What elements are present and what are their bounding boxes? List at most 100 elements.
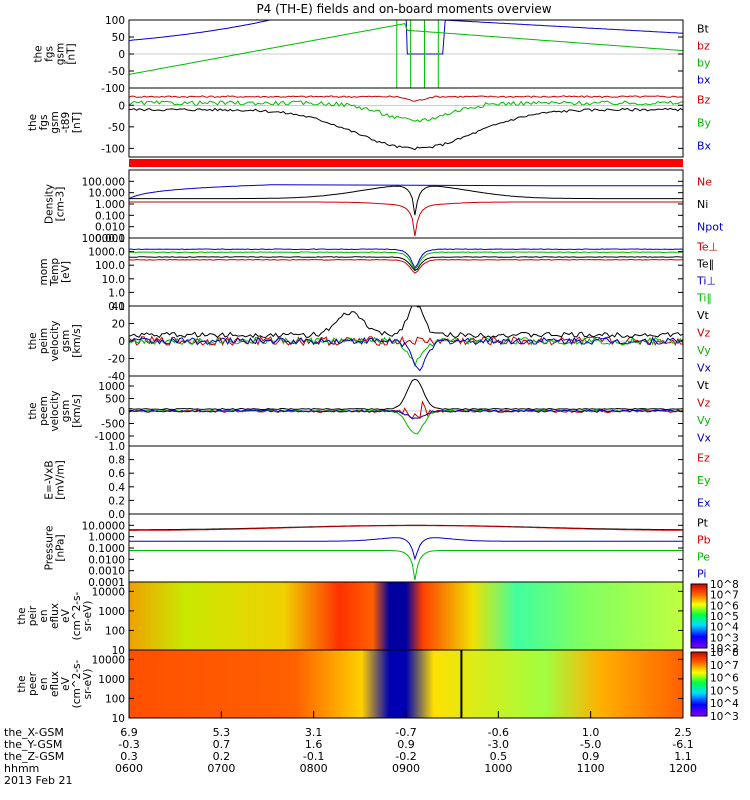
y-axis-label: eflux [49,603,61,629]
legend-By: By [697,117,712,130]
panel-8-data [129,524,683,581]
y-axis-label: sr-eV) [82,669,94,700]
y-tick-label: 10000.0 [82,233,125,245]
y-tick-label: -100 [101,143,125,155]
y-tick-label: 10.0 [102,274,125,286]
y-axis-label: the [16,607,28,624]
y-tick-label: 10.0000 [82,520,125,532]
y-tick-label: 0 [118,336,125,348]
series-npot [129,184,683,200]
y-tick-label: 1.0000 [88,532,125,544]
y-tick-label: 0.0010 [88,566,125,578]
y-axis-label: peem [38,396,50,426]
x-tick-value: 0600 [115,762,143,775]
series-ni [129,185,683,216]
date-label: 2013 Feb 21 [4,774,72,787]
series-vy [129,409,683,435]
colorbar-label: 10^4 [710,622,739,634]
y-axis-label: sr-eV) [82,601,94,632]
x-tick-value: -6.1 [672,738,693,751]
colorbar-label: 10^3 [710,711,739,723]
legend-bz: bz [697,40,710,53]
panel-frame [128,169,684,239]
x-tick-value: 0.7 [213,738,231,751]
y-tick-label: 1.0 [108,287,125,299]
series-vy [129,336,683,368]
colorbar-label: 10^2 [710,643,739,655]
x-tick-value: 0900 [392,762,420,775]
y-tick-label: -50 [108,122,125,134]
y-tick-label: -500 [101,419,125,431]
x-tick-value: 0700 [207,762,235,775]
y-tick-label: 0.0 [108,509,125,521]
panel-10: 10000 1000 100 10 the peer en eflux eV (cm^2-s-sr… [16,647,739,725]
panel-4-data [129,248,683,274]
y-tick-label: 0.8 [108,455,125,467]
y-axis-label: the [27,332,39,349]
y-tick-label: 0.100 [95,210,125,222]
y-axis-label: peim [38,328,50,354]
legend-Vt: Vt [697,309,710,322]
legend-Npot: Npot [697,221,724,234]
y-tick-label: 0.2 [108,495,125,507]
colorbar-label: 10^8 [710,579,739,591]
legend-Pe: Pe [697,551,710,564]
spectrogram [129,650,683,718]
spectrogram [129,582,683,650]
series-ne [129,201,683,237]
y-axis-label: -t89 [60,112,72,133]
panel-9: 10000 1000 100 10 the peir en eflux eV (cm^2-s-sr… [16,579,739,657]
x-tick-value: 6.9 [120,726,138,739]
y-axis-label: fgs [38,115,50,131]
y-axis-label: the [27,114,39,131]
row-label-hhmm: hhmm [4,762,39,775]
legend-by: by [697,57,711,70]
legend-Te‖: Te‖ [696,258,714,271]
series-vt [129,378,683,411]
panel-frame [128,237,684,307]
y-tick-label: 10000 [92,654,125,666]
y-tick-label: 0.6 [108,468,125,480]
y-axis-label: velocity [49,390,61,431]
y-tick-label: 100 [105,625,125,637]
y-tick-label: 0.001 [95,233,125,245]
legend-Pb: Pb [697,534,711,547]
y-axis-label: en [38,609,50,622]
y-tick-label: 20 [112,319,125,331]
x-tick-value: -0.2 [395,750,416,763]
series-vz [129,335,683,347]
colorbar-label: 10^3 [710,632,739,644]
colorbar-label: 10^8 [710,647,739,659]
y-tick-label: 1000 [98,381,125,393]
panel-6-data [129,378,683,435]
x-tick-value: 1200 [669,762,697,775]
y-axis-label: [km/s] [71,394,83,428]
series-by [129,100,683,123]
x-tick-value: 3.1 [305,726,323,739]
y-tick-label: 100 [105,15,125,27]
y-axis-label: (cm^2-s- [71,591,83,640]
legend-Ey: Ey [697,474,711,487]
y-axis-label: [nT] [71,112,83,133]
x-tick-value: -3.0 [488,738,509,751]
y-axis-label: [cm-3] [55,187,67,222]
panel-9-data [129,582,683,650]
x-tick-value: 1.6 [305,738,323,751]
y-tick-label: 0.010 [95,222,125,234]
legend-Vz: Vz [697,396,711,409]
panel-2: 0 -50 -100 the fgs gsm -t89 [nT] Bz By Bx [27,87,712,158]
x-tick-value: -5.0 [580,738,601,751]
y-tick-label: 0.0001 [88,577,125,589]
panel-frame [128,445,684,515]
y-tick-label: 0.4 [108,482,125,494]
chart-title: P4 (TH-E) fields and on-board moments ov… [256,2,551,16]
y-tick-label: 100.000 [82,176,125,188]
y-axis-label: the [16,675,28,692]
y-axis-label: Pressure [44,526,56,571]
y-axis-label: peir [27,605,39,626]
series-vt [129,306,683,339]
x-tick-value: 1.1 [674,750,692,763]
